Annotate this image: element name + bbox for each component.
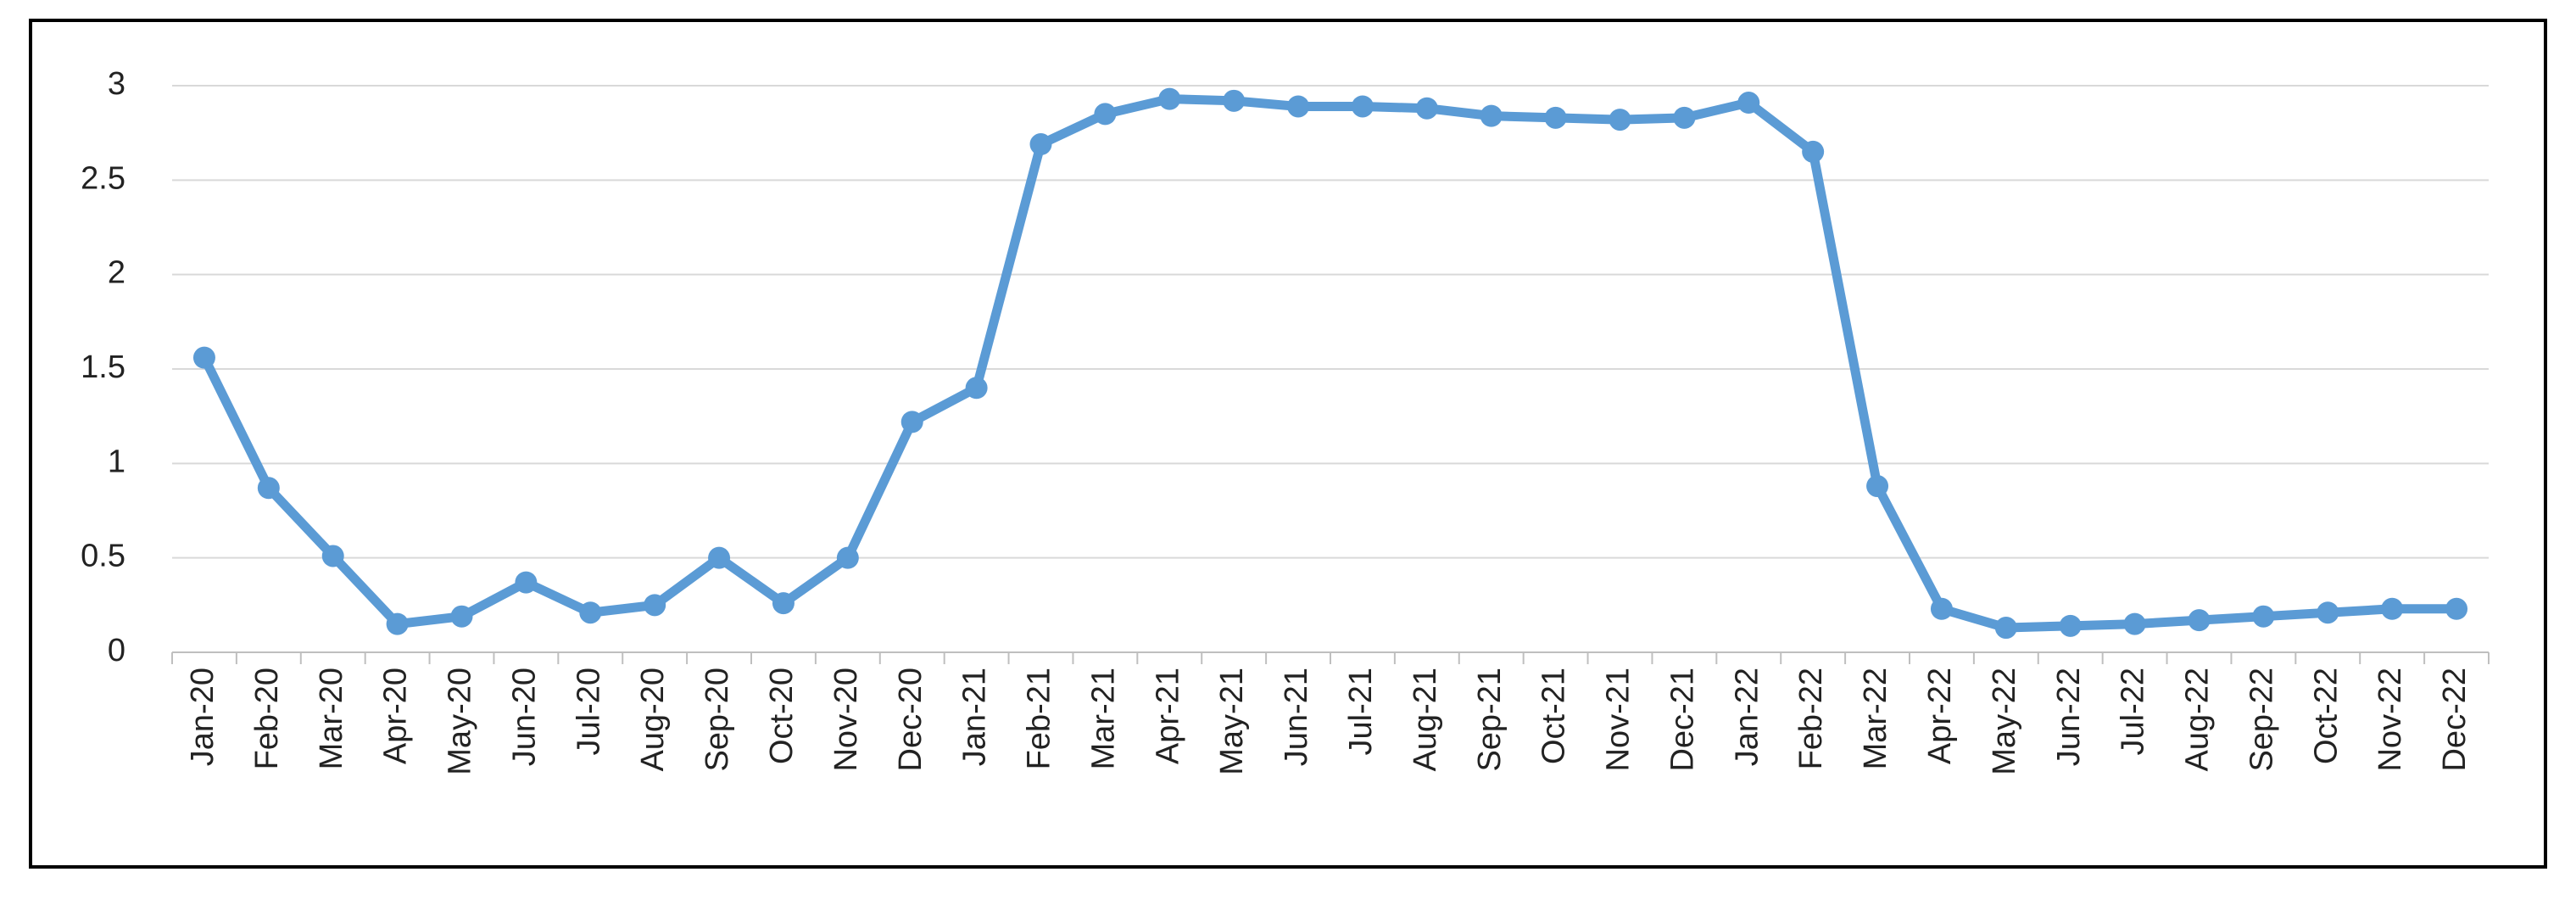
chart-border [29, 19, 2547, 869]
x-tick-label: Jan-22 [1729, 668, 1765, 766]
data-point [579, 601, 602, 624]
data-point [1415, 97, 1438, 120]
data-point [1158, 87, 1181, 110]
data-point [321, 545, 344, 567]
x-tick-label: May-20 [443, 668, 478, 775]
x-tick-label: Jun-20 [506, 668, 542, 766]
x-tick-label: Mar-22 [1858, 668, 1893, 769]
data-point [2252, 605, 2275, 628]
x-tick-label: Nov-22 [2372, 668, 2408, 772]
data-point [2445, 597, 2468, 620]
x-tick-label: Jun-22 [2051, 668, 2087, 766]
x-tick-label: Oct-21 [1536, 668, 1572, 764]
data-point [1866, 475, 1889, 498]
data-point [836, 546, 859, 569]
data-point [1609, 109, 1631, 131]
data-point [2317, 601, 2339, 624]
x-tick-label: May-22 [1987, 668, 2022, 775]
data-point [450, 605, 473, 628]
y-tick-label: 1 [108, 444, 125, 479]
data-point [965, 377, 988, 400]
data-point [1802, 140, 1825, 163]
x-tick-label: Oct-20 [764, 668, 800, 764]
x-tick-label: Feb-21 [1022, 668, 1057, 769]
x-tick-label: Jan-20 [185, 668, 220, 766]
x-tick-label: Aug-20 [635, 668, 671, 772]
data-point [1029, 133, 1052, 156]
data-point [2188, 609, 2211, 632]
x-tick-label: Dec-22 [2437, 668, 2473, 772]
x-tick-label: Feb-20 [249, 668, 285, 769]
y-tick-label: 1.5 [81, 349, 125, 385]
data-point [644, 594, 666, 617]
x-tick-label: Aug-22 [2180, 668, 2216, 772]
y-tick-label: 0 [108, 633, 125, 668]
x-tick-label: Dec-21 [1664, 668, 1700, 772]
x-tick-label: May-21 [1214, 668, 1250, 775]
data-point [1673, 106, 1696, 129]
x-tick-label: Sep-21 [1472, 668, 1508, 772]
data-point [708, 546, 731, 569]
x-tick-label: Jul-22 [2116, 668, 2151, 756]
data-point [772, 592, 795, 615]
x-tick-label: Jul-21 [1343, 668, 1379, 756]
x-tick-label: Sep-20 [700, 668, 735, 772]
data-point [192, 346, 215, 369]
data-point [2381, 597, 2404, 620]
data-point [257, 477, 280, 500]
data-point [1994, 617, 2017, 640]
y-tick-label: 0.5 [81, 539, 125, 574]
x-tick-label: Nov-21 [1601, 668, 1636, 772]
x-tick-label: Mar-20 [314, 668, 349, 769]
y-tick-label: 2 [108, 255, 125, 291]
data-point [1480, 104, 1503, 127]
data-point [2059, 614, 2082, 637]
data-point [1094, 103, 1117, 126]
data-point [1930, 597, 1953, 620]
data-point [386, 612, 409, 635]
x-tick-label: Dec-20 [893, 668, 928, 772]
x-tick-label: Aug-21 [1408, 668, 1443, 772]
x-tick-label: Apr-22 [1922, 668, 1958, 764]
data-point [1223, 89, 1246, 112]
x-tick-label: Oct-22 [2308, 668, 2344, 764]
data-point [1287, 95, 1310, 118]
x-tick-label: Apr-21 [1150, 668, 1185, 764]
x-tick-label: Feb-22 [1793, 668, 1829, 769]
data-point [1351, 95, 1374, 118]
data-point [515, 571, 538, 594]
x-tick-label: Jun-21 [1279, 668, 1314, 766]
data-point [2123, 612, 2146, 635]
data-point [900, 411, 923, 433]
x-tick-label: Mar-21 [1085, 668, 1121, 769]
y-tick-label: 3 [108, 66, 125, 102]
data-point [1737, 92, 1760, 115]
x-tick-label: Apr-20 [378, 668, 414, 764]
x-tick-label: Jul-20 [571, 668, 606, 756]
x-tick-label: Sep-22 [2244, 668, 2279, 772]
x-tick-label: Jan-21 [957, 668, 993, 766]
y-tick-label: 2.5 [81, 160, 125, 196]
data-point [1544, 106, 1567, 129]
x-tick-label: Nov-20 [828, 668, 864, 772]
